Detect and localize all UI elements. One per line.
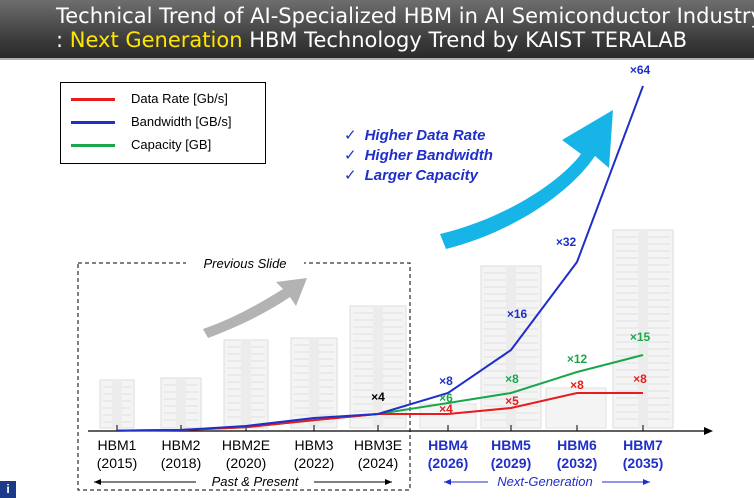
blue-arrow-icon: [440, 110, 613, 249]
legend-swatch-data-rate: [71, 98, 115, 101]
check-icon: ✓: [344, 147, 357, 164]
x-tick-year: (2024): [358, 455, 398, 471]
title-line-2: : Next Generation HBM Technology Trend b…: [56, 28, 687, 52]
past-arrow-left-icon: [94, 479, 101, 485]
chip-body-hbm6: [545, 387, 607, 429]
hbm-chip-stack: [160, 377, 202, 429]
next-generation-label: Next-Generation: [497, 474, 592, 489]
chip-tsv: [638, 230, 648, 428]
logo-icon: i: [0, 481, 16, 498]
check-item: ✓ Higher Data Rate: [344, 126, 493, 146]
check-text-capacity: Larger Capacity: [364, 167, 478, 184]
next-arrow-right-icon: [643, 479, 650, 485]
legend-label-bandwidth: Bandwidth [GB/s]: [131, 114, 232, 129]
title-banner: Technical Trend of AI-Specialized HBM in…: [0, 0, 754, 58]
check-text-bandwidth: Higher Bandwidth: [364, 147, 493, 164]
previous-slide-label-bg: [186, 255, 304, 271]
x-tick-label: HBM7: [623, 437, 663, 453]
x-tick-year: (2029): [491, 455, 531, 471]
x-tick-year: (2032): [557, 455, 597, 471]
check-text-data-rate: Higher Data Rate: [364, 127, 486, 144]
legend-swatch-bandwidth: [71, 121, 115, 124]
x-axis-arrow-icon: [704, 427, 713, 435]
chip-tsv: [241, 340, 251, 428]
hbm-chip-stack: [480, 265, 542, 429]
title-underline: [0, 58, 754, 60]
hbm-chip-stack: [99, 379, 135, 429]
multiplier-label-bandwidth: ×64: [630, 63, 651, 77]
series-line-bandwidth: [116, 85, 644, 432]
multiplier-label-bandwidth: ×32: [556, 235, 577, 249]
multiplier-label-data-rate: ×8: [633, 372, 647, 386]
x-tick-label: HBM3: [295, 437, 334, 453]
x-tick-label: HBM3E: [354, 437, 402, 453]
multiplier-label-capacity: ×6: [439, 391, 453, 405]
chip-tsv: [112, 380, 122, 428]
chip-tsv: [176, 378, 186, 428]
title-suffix: HBM Technology Trend by KAIST TERALAB: [242, 28, 688, 52]
multiplier-label-bandwidth: ×16: [507, 307, 528, 321]
check-icon: ✓: [344, 167, 357, 184]
check-item: ✓ Larger Capacity: [344, 166, 493, 186]
previous-slide-box: [77, 262, 411, 491]
present-arrow-right-icon: [385, 479, 392, 485]
next-arrow-left-icon: [444, 479, 451, 485]
check-icon: ✓: [344, 127, 357, 144]
x-tick-year: (2022): [294, 455, 334, 471]
x-tick-label: HBM6: [557, 437, 597, 453]
check-item: ✓ Higher Bandwidth: [344, 146, 493, 166]
title-highlight: Next Generation: [69, 28, 243, 52]
hbm-chip-stack: [349, 305, 407, 429]
x-tick-year: (2026): [428, 455, 468, 471]
x-tick-year: (2015): [97, 455, 137, 471]
feature-checklist: ✓ Higher Data Rate ✓ Higher Bandwidth ✓ Lar…: [344, 126, 493, 186]
multiplier-label-capacity: ×12: [567, 352, 588, 366]
past-present-label: Past & Present: [212, 474, 300, 489]
hbm-chip-stack: [223, 339, 269, 429]
x-tick-label: HBM1: [98, 437, 137, 453]
legend-swatch-capacity: [71, 144, 115, 147]
chip-tsv: [309, 338, 319, 428]
gray-arrow-icon: [203, 278, 307, 338]
title-prefix: :: [56, 28, 70, 52]
x-tick-year: (2035): [623, 455, 663, 471]
hbm-chip-stack: [290, 337, 338, 429]
x-tick-label: HBM2E: [222, 437, 270, 453]
legend-label-capacity: Capacity [GB]: [131, 137, 212, 152]
multiplier-label-capacity: ×8: [505, 372, 519, 386]
x-tick-year: (2020): [226, 455, 266, 471]
x-tick-label: HBM5: [491, 437, 531, 453]
x-tick-label: HBM4: [428, 437, 468, 453]
multiplier-label-data-rate: ×8: [570, 378, 584, 392]
multiplier-label-bandwidth: ×8: [439, 374, 453, 388]
chip-tsv: [506, 266, 516, 428]
multiplier-label-data-rate: ×4: [439, 402, 453, 416]
previous-slide-label: Previous Slide: [203, 256, 286, 271]
legend: Data Rate [Gb/s] Bandwidth [GB/s] Capaci…: [60, 82, 266, 164]
hbm-chip-stack: [612, 229, 674, 429]
chip-tsv: [373, 306, 383, 428]
multiplier-label-data-rate: ×5: [505, 394, 519, 408]
legend-label-data-rate: Data Rate [Gb/s]: [131, 91, 228, 106]
hbm3e-multiplier-label: ×4: [371, 390, 385, 404]
x-tick-label: HBM2: [162, 437, 201, 453]
title-line-1: Technical Trend of AI-Specialized HBM in…: [56, 4, 754, 28]
x-tick-year: (2018): [161, 455, 201, 471]
multiplier-label-capacity: ×15: [630, 330, 651, 344]
